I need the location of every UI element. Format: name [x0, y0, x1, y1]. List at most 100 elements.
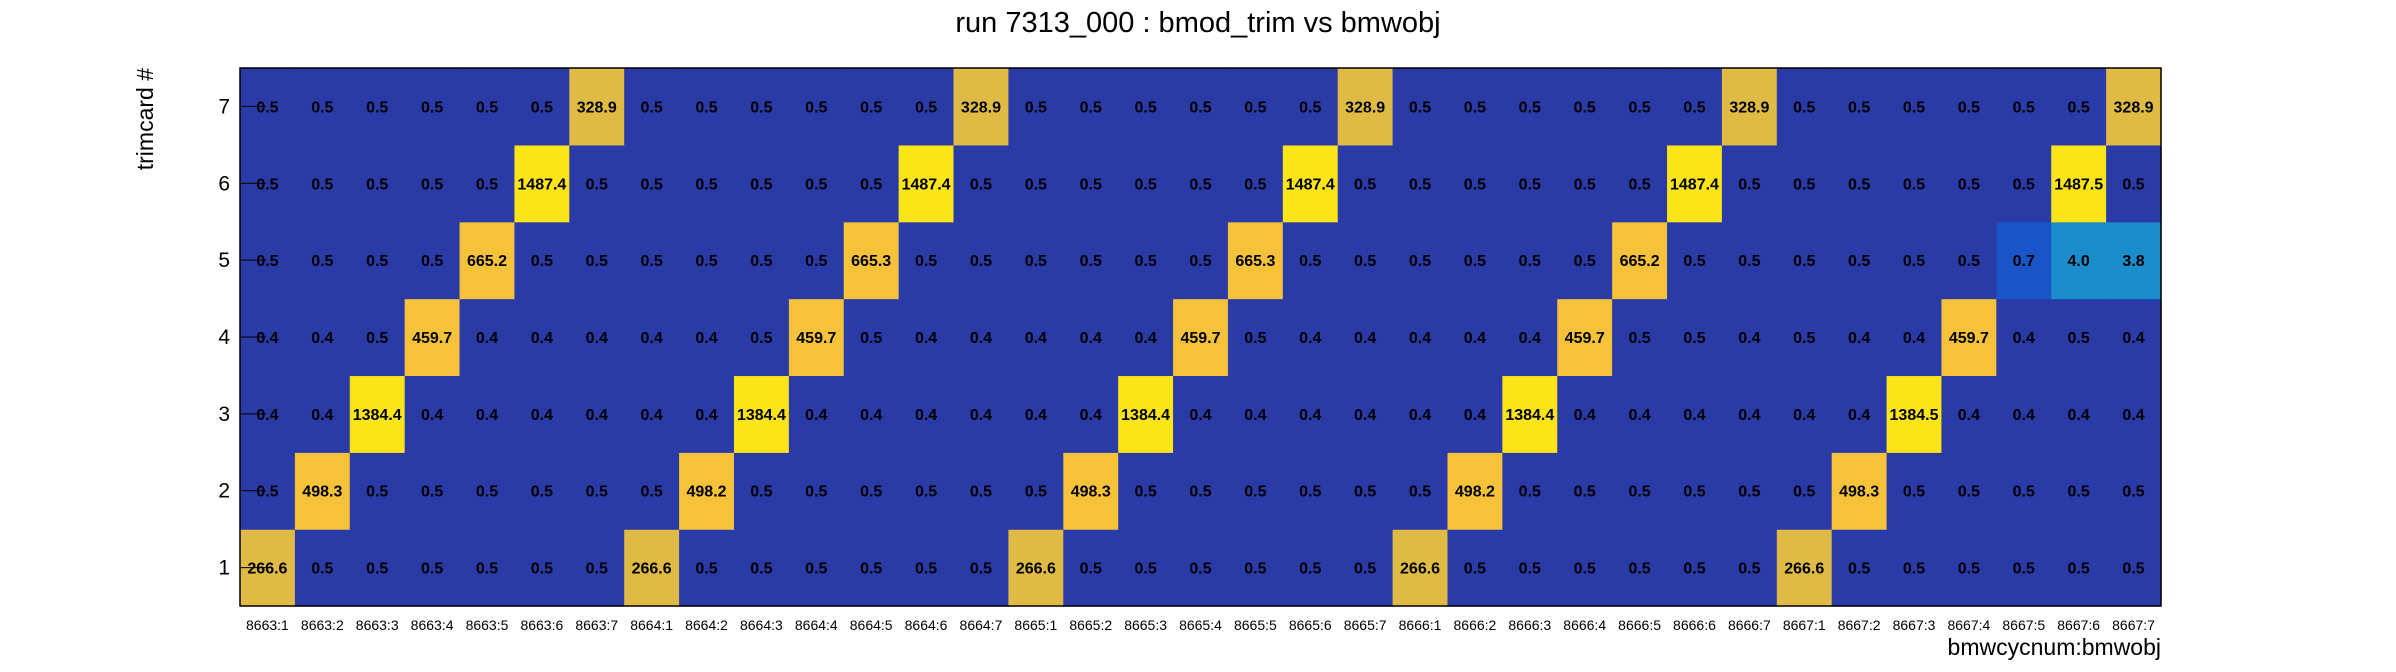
heatmap-cell [1118, 529, 1174, 607]
cell-value-label: 0.4 [1464, 407, 1486, 424]
cell-value-label: 0.4 [1299, 407, 1321, 424]
heatmap-cell [1776, 68, 1833, 146]
y-axis-title: trimcard # [132, 68, 158, 170]
x-tick-label: 8666:6 [1673, 617, 1716, 633]
heatmap-cell [514, 144, 570, 223]
cell-value-label: 0.4 [1903, 330, 1925, 347]
heatmap-cell [1337, 375, 1394, 453]
cell-value-label: 0.5 [695, 99, 717, 116]
heatmap-cell [1557, 529, 1613, 607]
cell-value-label: 1487.4 [517, 176, 566, 193]
cell-value-label: 1487.4 [1670, 176, 1719, 193]
cell-value-label: 0.5 [805, 253, 827, 270]
cell-value-label: 266.6 [1784, 561, 1824, 578]
heatmap-cell [1612, 221, 1668, 300]
heatmap-cell [1557, 144, 1613, 223]
heatmap-cell [733, 375, 790, 453]
x-tick-label: 8664:6 [905, 617, 948, 633]
heatmap-cell [1392, 298, 1449, 377]
y-axis-ticks: 1 2 3 4 5 6 7 [218, 95, 266, 580]
heatmap-cell [569, 375, 625, 453]
heatmap-cell [1996, 529, 2052, 607]
cell-value-label: 0.5 [1519, 99, 1541, 116]
cell-value-label: 0.5 [1189, 253, 1211, 270]
cell-value-label: 0.4 [2122, 407, 2144, 424]
heatmap-cell [953, 144, 1009, 223]
x-tick-label: 8663:3 [356, 617, 399, 633]
cell-value-label: 0.4 [915, 330, 937, 347]
heatmap-cell [1008, 221, 1064, 300]
heatmap-cell [1996, 68, 2052, 146]
cell-value-label: 0.4 [1848, 407, 1870, 424]
heatmap-cell [1776, 375, 1833, 453]
cell-value-label: 0.5 [1903, 484, 1925, 501]
cell-value-label: 0.4 [1025, 407, 1047, 424]
heatmap-cell [1118, 221, 1174, 300]
cell-value-label: 0.5 [1683, 253, 1705, 270]
cell-value-label: 0.5 [2122, 561, 2144, 578]
cell-value-label: 459.7 [1180, 330, 1220, 347]
x-tick-label: 8665:4 [1179, 617, 1222, 633]
heatmap-cell [1721, 452, 1778, 530]
cell-value-label: 0.4 [1244, 407, 1266, 424]
heatmap-cell [1392, 529, 1449, 607]
cell-value-label: 0.5 [586, 484, 608, 501]
heatmap-cell [1667, 144, 1723, 223]
heatmap-cell [953, 68, 1009, 146]
heatmap-cell [1831, 529, 1888, 607]
x-tick-label: 8665:1 [1014, 617, 1057, 633]
x-tick-label: 8666:4 [1563, 617, 1606, 633]
cell-value-label: 4.0 [2068, 253, 2090, 270]
heatmap-cell [1063, 68, 1119, 146]
cell-value-label: 0.5 [366, 99, 388, 116]
heatmap-cell [788, 68, 845, 146]
cell-value-label: 0.5 [1848, 176, 1870, 193]
cell-value-label: 0.5 [366, 330, 388, 347]
heatmap-cell [1118, 298, 1174, 377]
cell-value-label: 0.4 [476, 330, 498, 347]
heatmap-cell [1667, 298, 1723, 377]
cell-value-label: 0.4 [1080, 330, 1102, 347]
heatmap-cell [294, 529, 351, 607]
cell-value-label: 665.2 [1620, 253, 1660, 270]
heatmap-cell [1502, 144, 1558, 223]
heatmap-cell [1612, 68, 1668, 146]
cell-value-label: 328.9 [1729, 99, 1769, 116]
cell-value-label: 0.5 [1574, 561, 1596, 578]
cell-value-label: 0.5 [750, 330, 772, 347]
cell-value-label: 0.5 [1848, 99, 1870, 116]
heatmap-cell [1008, 452, 1064, 530]
heatmap-cell [733, 221, 790, 300]
heatmap-cell [1557, 298, 1613, 377]
heatmap-cell [1831, 375, 1888, 453]
cell-value-label: 0.4 [1354, 330, 1376, 347]
cell-value-label: 0.5 [2013, 561, 2035, 578]
cell-value-label: 0.4 [1025, 330, 1047, 347]
cell-value-label: 0.5 [915, 99, 937, 116]
heatmap-cell [1392, 452, 1449, 530]
chart-title: run 7313_000 : bmod_trim vs bmwobj [955, 7, 1440, 39]
x-tick-label: 8667:2 [1838, 617, 1881, 633]
cell-value-label: 1487.4 [902, 176, 951, 193]
heatmap-cell [2106, 375, 2162, 453]
cell-value-label: 0.5 [1244, 99, 1266, 116]
cell-value-label: 0.5 [860, 484, 882, 501]
cell-value-label: 459.7 [1949, 330, 1989, 347]
cell-value-label: 0.5 [366, 176, 388, 193]
heatmap-cell [1612, 298, 1668, 377]
cell-value-label: 0.5 [1958, 99, 1980, 116]
heatmap-cell [2106, 452, 2162, 530]
heatmap-cell [2106, 298, 2162, 377]
heatmap-cell [2051, 298, 2107, 377]
cell-value-label: 0.5 [860, 330, 882, 347]
heatmap-cell [953, 375, 1009, 453]
cell-value-label: 0.5 [695, 561, 717, 578]
cell-value-label: 0.4 [2013, 330, 2035, 347]
cell-value-label: 0.5 [1080, 176, 1102, 193]
cell-value-label: 0.5 [1244, 561, 1266, 578]
heatmap-cell [569, 298, 625, 377]
cell-value-label: 0.5 [256, 176, 278, 193]
x-tick-label: 8663:2 [301, 617, 344, 633]
heatmap-cell [679, 298, 735, 377]
